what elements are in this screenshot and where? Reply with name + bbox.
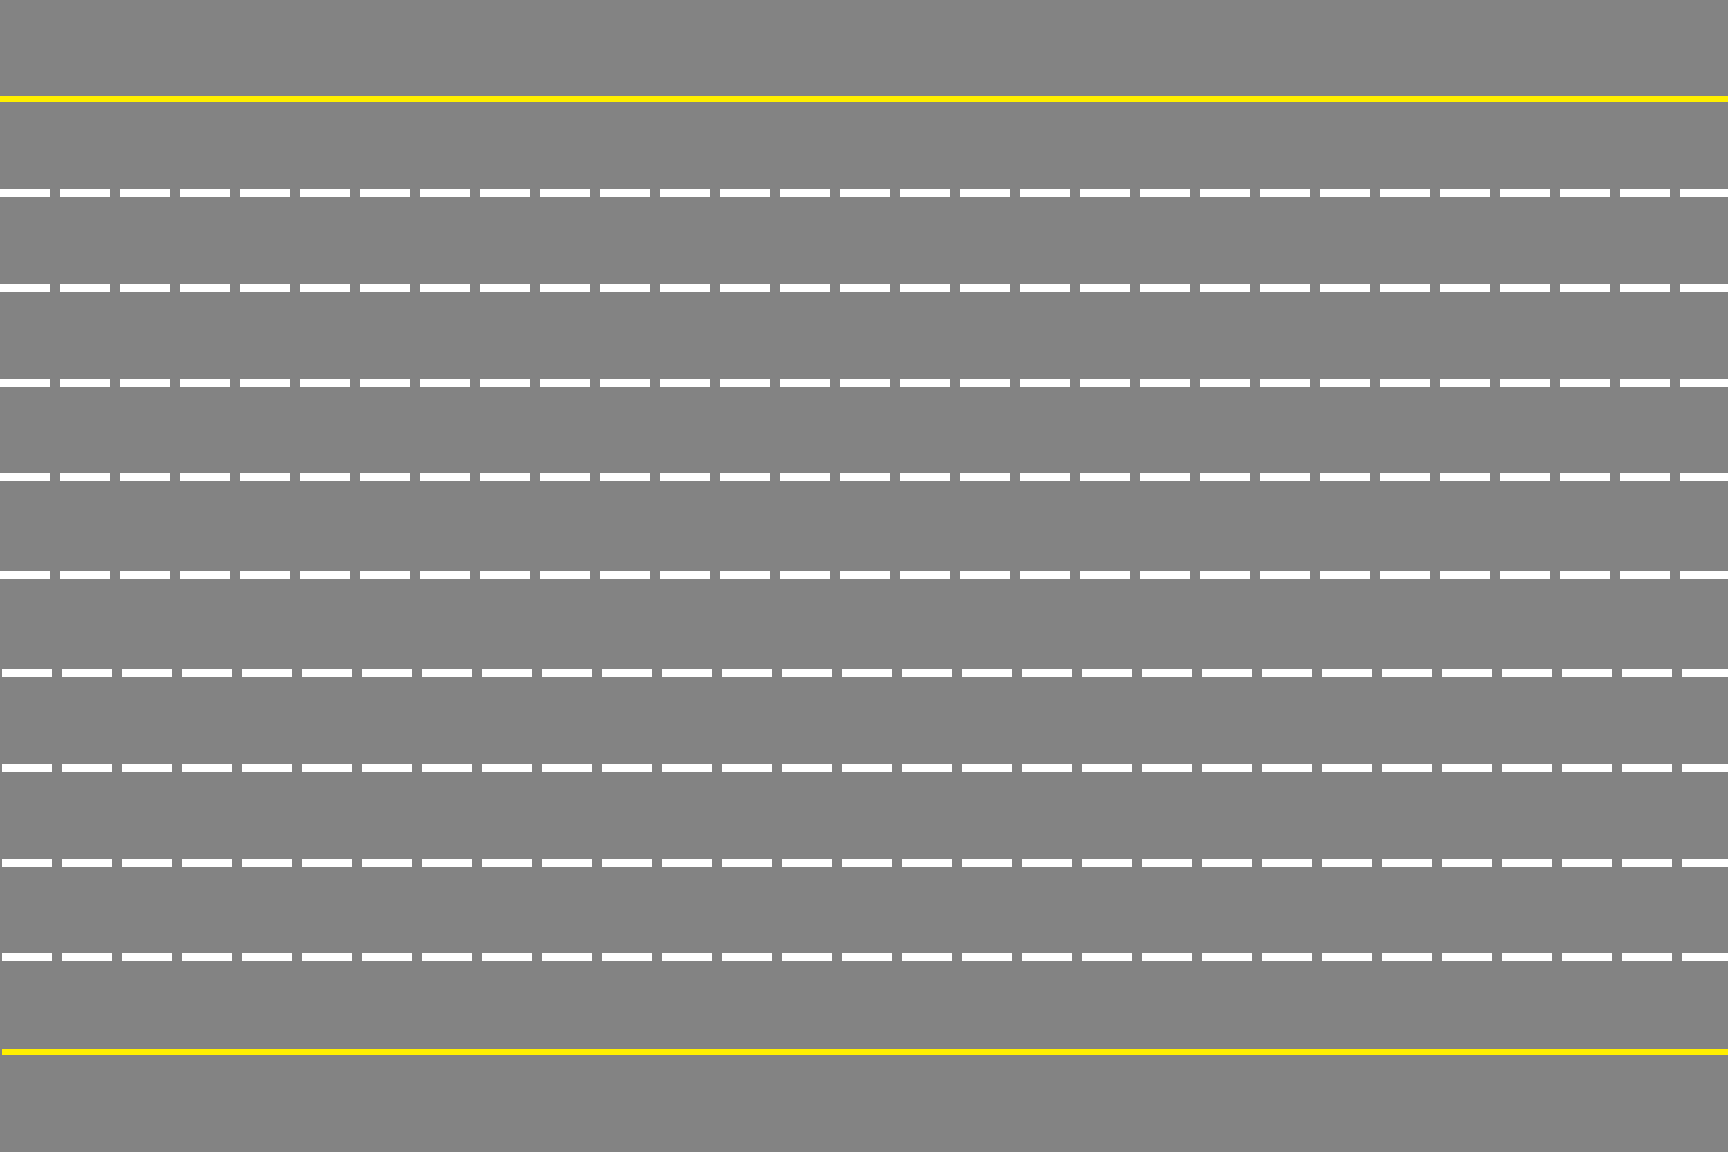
lane-divider-2: [0, 284, 1728, 292]
lane-divider-7: [2, 764, 1728, 772]
lane-divider-9: [2, 953, 1728, 961]
lane-divider-1: [0, 189, 1728, 197]
lane-divider-3: [0, 379, 1728, 387]
lane-divider-5: [0, 571, 1728, 579]
lane-divider-4: [0, 473, 1728, 481]
lane-divider-8: [2, 859, 1728, 867]
lane-divider-6: [2, 669, 1728, 677]
road-edge-line-bottom: [2, 1049, 1728, 1055]
road-edge-line-top: [0, 96, 1728, 102]
